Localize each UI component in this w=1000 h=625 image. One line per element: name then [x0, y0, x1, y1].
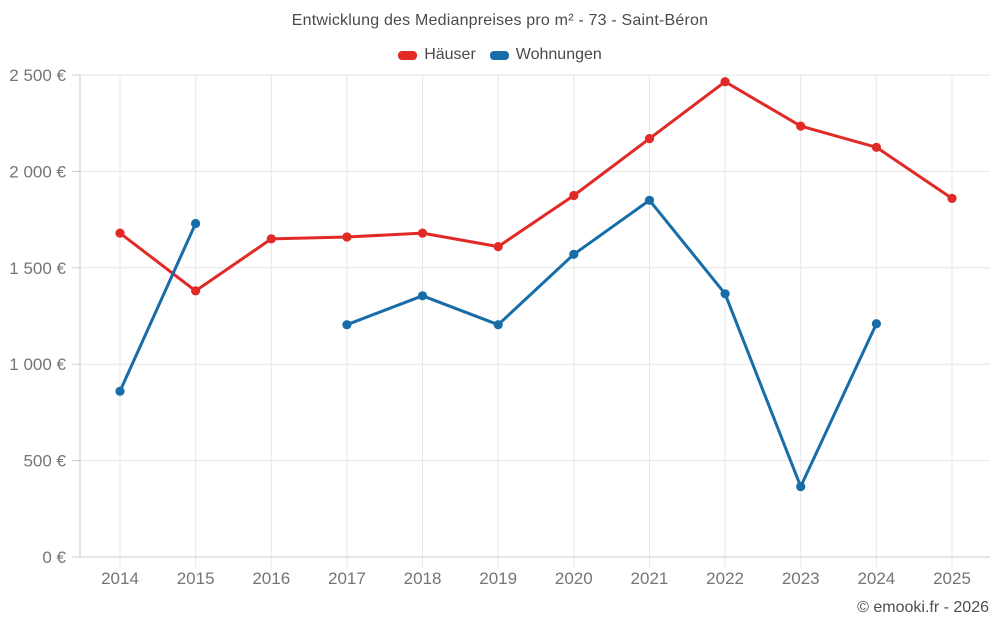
x-tick-label: 2023: [782, 569, 820, 588]
data-point-häuser[interactable]: [191, 286, 201, 296]
data-point-wohnungen[interactable]: [871, 319, 882, 329]
data-point-häuser[interactable]: [871, 142, 882, 152]
legend-label-haeuser: Häuser: [424, 46, 476, 63]
haeuser-color-swatch: [398, 50, 418, 60]
data-point-wohnungen[interactable]: [342, 320, 352, 330]
data-point-häuser[interactable]: [796, 121, 806, 131]
legend-item-wohnungen[interactable]: Wohnungen: [489, 46, 602, 64]
data-point-häuser[interactable]: [115, 228, 125, 238]
y-tick-label: 1 500 €: [9, 259, 66, 278]
data-point-häuser[interactable]: [342, 232, 352, 242]
data-point-wohnungen[interactable]: [115, 386, 125, 396]
data-point-wohnungen[interactable]: [569, 249, 579, 259]
x-tick-label: 2024: [857, 569, 895, 588]
data-point-wohnungen[interactable]: [493, 320, 503, 330]
data-point-häuser[interactable]: [417, 228, 428, 238]
data-point-wohnungen[interactable]: [191, 218, 201, 229]
x-tick-label: 2020: [555, 569, 593, 588]
x-tick-label: 2025: [933, 569, 971, 588]
data-point-wohnungen[interactable]: [720, 289, 730, 299]
x-tick-label: 2014: [101, 569, 139, 588]
y-tick-label: 1 000 €: [9, 355, 66, 374]
data-point-häuser[interactable]: [569, 190, 579, 201]
legend-label-wohnungen: Wohnungen: [515, 46, 602, 63]
data-point-häuser[interactable]: [947, 193, 957, 203]
data-point-häuser[interactable]: [266, 234, 276, 244]
data-point-häuser[interactable]: [644, 134, 655, 144]
x-tick-label: 2019: [479, 569, 517, 588]
data-point-wohnungen[interactable]: [644, 195, 655, 205]
data-point-wohnungen[interactable]: [796, 482, 806, 492]
y-tick-label: 500 €: [23, 452, 66, 471]
y-tick-label: 2 000 €: [9, 162, 66, 181]
legend-item-haeuser[interactable]: Häuser: [398, 46, 476, 64]
x-tick-label: 2022: [706, 569, 744, 588]
chart-legend: Häuser Wohnungen: [0, 46, 1000, 64]
series-line-wohnungen: [118, 222, 198, 393]
x-tick-label: 2018: [404, 569, 442, 588]
chart-title: Entwicklung des Medianpreises pro m² - 7…: [291, 12, 709, 29]
x-tick-label: 2021: [631, 569, 669, 588]
data-point-häuser[interactable]: [493, 242, 503, 252]
series-line-wohnungen: [345, 198, 878, 489]
x-tick-label: 2015: [177, 569, 215, 588]
x-tick-label: 2017: [328, 569, 366, 588]
x-tick-label: 2016: [252, 569, 290, 588]
y-tick-label: 2 500 €: [9, 66, 66, 85]
copyright: © emooki.fr - 2026: [857, 599, 989, 616]
data-point-häuser[interactable]: [720, 77, 730, 87]
data-point-wohnungen[interactable]: [417, 291, 428, 301]
series-line-häuser: [118, 80, 954, 293]
y-tick-label: 0 €: [42, 548, 66, 567]
wohnungen-color-swatch: [489, 50, 509, 60]
